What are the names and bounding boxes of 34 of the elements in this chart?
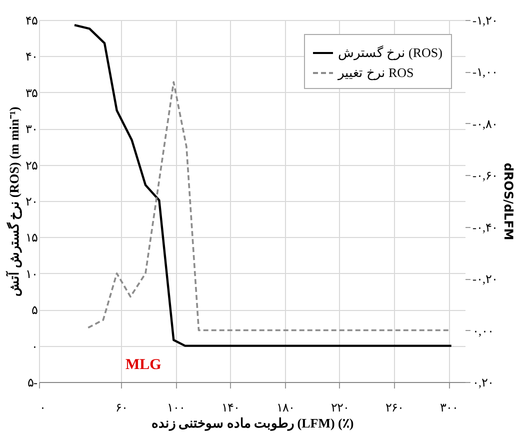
y2-tick-label: -۰,۸۰	[472, 116, 498, 131]
x-axis-title: رطوبت ماده سوختنی زنده (LFM) (٪)	[151, 416, 354, 432]
x-tick-label: ۲۶۰	[386, 400, 404, 414]
y2-tick-label: -۰,۲۰	[472, 272, 498, 286]
y-tick-label: ۳۵	[26, 86, 38, 100]
line-series	[73, 24, 452, 347]
y-tick-label: ۴۵	[26, 14, 38, 28]
annotation: MLG	[125, 356, 162, 373]
line-series	[87, 81, 450, 332]
y-tick-label: ۰	[32, 339, 38, 354]
x-tick-label: ۲۲۰	[330, 400, 349, 414]
y2-tick-label: -۱,۰۰	[472, 65, 498, 80]
y-tick-label: ۱۰	[26, 266, 38, 281]
y-tick-label: ۳۰	[26, 122, 38, 136]
legend-label: نرخ گسترش (ROS)	[338, 45, 442, 61]
y-tick-label: ۲۰	[26, 194, 38, 208]
x-tick-label: ۱۴۰	[222, 400, 240, 414]
y-tick-label: ۱۵	[26, 230, 38, 245]
y2-tick-label: -۰,۶۰	[472, 168, 498, 183]
x-tick-label: ۳۰۰	[440, 400, 458, 414]
x-tick-label: ۶۰	[115, 400, 128, 414]
legend-label: نرخ تغییر ROS	[337, 65, 414, 81]
y-tick-label: ۲۵	[26, 158, 38, 172]
y2-tick-label: -۱,۲۰	[472, 14, 498, 28]
y-tick-label: ۴۰	[26, 50, 38, 64]
x-tick-label: ۱۸۰	[276, 400, 294, 414]
x-tick-label: ۱۰۰	[167, 400, 186, 414]
y-tick-label: ۵-	[28, 376, 38, 390]
y-tick-label: ۵	[32, 303, 38, 318]
y2-tick-label: -۰,۴۰	[472, 220, 498, 234]
y2-tick-label: ۰,۰۰	[472, 324, 494, 338]
y-axis-title: نرخ گسترش آتش (ROS) (m min⁻¹)	[6, 106, 22, 296]
y2-tick-label: ۰,۲۰	[472, 376, 494, 390]
y2-axis-title: dROS/dLFM	[501, 162, 516, 240]
